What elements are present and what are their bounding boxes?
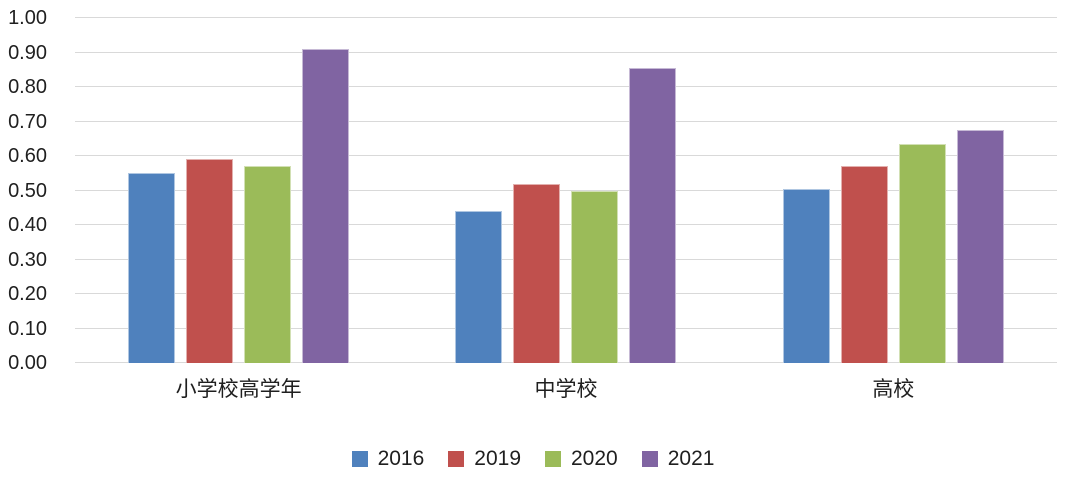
legend: 2016 2019 2020 2021	[0, 448, 1066, 469]
bar-group	[730, 18, 1057, 363]
plot-area	[75, 17, 1057, 363]
gridline	[75, 293, 1057, 294]
y-tick-label: 1.00	[8, 7, 47, 29]
legend-swatch-icon	[545, 450, 561, 467]
bar-2020	[571, 190, 619, 363]
legend-swatch-icon	[641, 450, 658, 467]
bar-2016	[128, 173, 176, 363]
y-tick-label: 0.40	[8, 214, 47, 236]
bar-2016	[782, 188, 830, 363]
gridline	[75, 224, 1057, 225]
gridline	[75, 258, 1057, 260]
legend-label: 2019	[474, 447, 521, 470]
gridline	[75, 120, 1057, 122]
y-tick-label: 0.50	[8, 179, 47, 202]
bar-group	[75, 18, 402, 363]
x-category-label: 中学校	[534, 378, 598, 401]
y-tick-label: 0.70	[8, 110, 47, 133]
bar-2021	[956, 130, 1004, 363]
bar-2021	[302, 49, 350, 363]
legend-item-2021: 2021	[641, 447, 715, 470]
bar-2019	[513, 183, 561, 363]
bar-2016	[455, 211, 503, 363]
bar-groups	[75, 18, 1057, 363]
legend-label: 2021	[667, 447, 715, 470]
gridline	[75, 362, 1057, 363]
legend-item-2020: 2020	[545, 448, 618, 469]
bar-2020	[244, 166, 292, 363]
legend-item-2016: 2016	[351, 447, 425, 470]
y-tick-label: 0.80	[8, 76, 47, 98]
legend-swatch-icon	[351, 450, 368, 467]
y-tick-label: 0.20	[8, 283, 47, 305]
y-tick-label: 0.90	[8, 41, 47, 64]
gridline	[75, 189, 1057, 191]
bar-2021	[629, 68, 677, 363]
x-category-label: 高校	[872, 378, 915, 401]
bar-2019	[840, 166, 888, 363]
gridline	[75, 155, 1057, 156]
gridline	[75, 51, 1057, 53]
gridline	[75, 327, 1057, 329]
x-axis: 小学校高学年 中学校 高校	[75, 376, 1057, 403]
y-tick-label: 0.60	[8, 145, 47, 167]
bar-2020	[898, 143, 946, 363]
legend-label: 2016	[377, 447, 425, 470]
gridline	[75, 86, 1057, 87]
bar-2019	[186, 159, 234, 363]
y-tick-label: 0.10	[8, 317, 47, 340]
y-tick-label: 0.00	[8, 352, 47, 374]
legend-swatch-icon	[448, 450, 465, 467]
legend-label: 2020	[571, 447, 618, 470]
y-tick-label: 0.30	[8, 248, 47, 271]
legend-item-2019: 2019	[448, 448, 521, 469]
bar-group	[402, 18, 729, 363]
gridline	[75, 17, 1057, 18]
x-category-label: 小学校高学年	[175, 378, 302, 401]
y-axis: 0.00 0.10 0.20 0.30 0.40 0.50 0.60 0.70 0.80 0.90…	[0, 8, 47, 373]
